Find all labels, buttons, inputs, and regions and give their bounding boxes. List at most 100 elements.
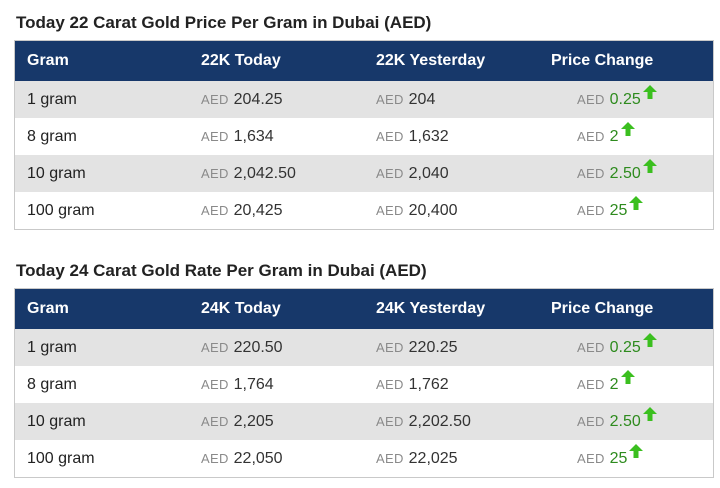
yesterday-value: 20,400 (408, 201, 458, 219)
change-value: 2.50 (609, 164, 641, 182)
table-row: 10 gram AED 2,205 AED 2,202.50 AED 2.50 (15, 403, 713, 440)
change-value: 25 (609, 201, 628, 219)
today-value: 2,205 (233, 412, 274, 430)
change-value: 2 (609, 127, 619, 145)
change-cell: AED 0.25 (551, 332, 713, 357)
today-cell: AED 1,634 (201, 128, 376, 146)
yesterday-cell: AED 220.25 (376, 339, 551, 357)
change-value: 2 (609, 375, 619, 393)
change-cell: AED 25 (551, 195, 713, 220)
today-cell: AED 22,050 (201, 450, 376, 468)
gold-22k-section: Today 22 Carat Gold Price Per Gram in Du… (14, 10, 714, 230)
currency-label: AED (376, 413, 404, 429)
yesterday-value: 1,632 (408, 127, 449, 145)
arrow-up-icon (642, 158, 657, 173)
currency-label: AED (201, 413, 229, 429)
currency-label: AED (577, 165, 605, 181)
yesterday-cell: AED 20,400 (376, 202, 551, 220)
gram-cell: 100 gram (27, 201, 95, 219)
currency-label: AED (577, 91, 605, 107)
gram-cell: 10 gram (27, 412, 86, 430)
change-cell: AED 2 (551, 121, 713, 146)
yesterday-cell: AED 1,632 (376, 128, 551, 146)
yesterday-cell: AED 22,025 (376, 450, 551, 468)
currency-label: AED (577, 339, 605, 355)
header-yesterday: 24K Yesterday (376, 300, 486, 317)
price-table-24k: Gram 24K Today 24K Yesterday Price Chang… (14, 288, 714, 478)
gram-cell: 100 gram (27, 449, 95, 467)
currency-label: AED (577, 376, 605, 392)
yesterday-cell: AED 1,762 (376, 376, 551, 394)
table-row: 1 gram AED 204.25 AED 204 AED 0.25 (15, 81, 713, 118)
change-cell: AED 25 (551, 443, 713, 468)
today-cell: AED 1,764 (201, 376, 376, 394)
arrow-up-icon (629, 443, 644, 458)
currency-label: AED (201, 450, 229, 466)
change-cell: AED 2.50 (551, 406, 713, 431)
yesterday-value: 1,762 (408, 375, 449, 393)
gram-cell: 10 gram (27, 164, 86, 182)
arrow-up-icon (642, 332, 657, 347)
yesterday-cell: AED 2,202.50 (376, 413, 551, 431)
change-value: 0.25 (609, 90, 641, 108)
table-row: 8 gram AED 1,764 AED 1,762 AED 2 (15, 366, 713, 403)
currency-label: AED (577, 202, 605, 218)
currency-label: AED (201, 165, 229, 181)
gram-cell: 1 gram (27, 90, 77, 108)
today-value: 204.25 (233, 90, 283, 108)
today-cell: AED 2,042.50 (201, 165, 376, 183)
currency-label: AED (201, 91, 229, 107)
header-gram: Gram (27, 52, 69, 69)
currency-label: AED (577, 450, 605, 466)
header-price-change: Price Change (551, 300, 654, 317)
currency-label: AED (201, 128, 229, 144)
yesterday-value: 2,202.50 (408, 412, 471, 430)
arrow-up-icon (642, 406, 657, 421)
today-cell: AED 204.25 (201, 91, 376, 109)
table-header: Gram 22K Today 22K Yesterday Price Chang… (15, 41, 713, 81)
header-today: 24K Today (201, 300, 281, 317)
change-value: 25 (609, 449, 628, 467)
table-title-22k: Today 22 Carat Gold Price Per Gram in Du… (16, 13, 432, 32)
header-today: 22K Today (201, 52, 281, 69)
gram-cell: 8 gram (27, 375, 77, 393)
gram-cell: 1 gram (27, 338, 77, 356)
currency-label: AED (201, 376, 229, 392)
change-cell: AED 0.25 (551, 84, 713, 109)
today-value: 1,764 (233, 375, 274, 393)
currency-label: AED (376, 202, 404, 218)
currency-label: AED (376, 450, 404, 466)
change-value: 0.25 (609, 338, 641, 356)
currency-label: AED (376, 128, 404, 144)
yesterday-cell: AED 204 (376, 91, 551, 109)
price-table-22k: Gram 22K Today 22K Yesterday Price Chang… (14, 40, 714, 230)
today-cell: AED 2,205 (201, 413, 376, 431)
table-row: 100 gram AED 22,050 AED 22,025 AED 25 (15, 440, 713, 477)
yesterday-value: 220.25 (408, 338, 458, 356)
yesterday-cell: AED 2,040 (376, 165, 551, 183)
yesterday-value: 22,025 (408, 449, 458, 467)
arrow-up-icon (620, 369, 635, 384)
today-value: 22,050 (233, 449, 283, 467)
currency-label: AED (376, 376, 404, 392)
today-cell: AED 20,425 (201, 202, 376, 220)
today-cell: AED 220.50 (201, 339, 376, 357)
currency-label: AED (201, 339, 229, 355)
yesterday-value: 204 (408, 90, 436, 108)
currency-label: AED (201, 202, 229, 218)
yesterday-value: 2,040 (408, 164, 449, 182)
table-header: Gram 24K Today 24K Yesterday Price Chang… (15, 289, 713, 329)
arrow-up-icon (620, 121, 635, 136)
today-value: 20,425 (233, 201, 283, 219)
gold-24k-section: Today 24 Carat Gold Rate Per Gram in Dub… (14, 258, 714, 478)
currency-label: AED (577, 128, 605, 144)
currency-label: AED (577, 413, 605, 429)
table-row: 100 gram AED 20,425 AED 20,400 AED 25 (15, 192, 713, 229)
change-value: 2.50 (609, 412, 641, 430)
header-gram: Gram (27, 300, 69, 317)
currency-label: AED (376, 91, 404, 107)
table-row: 10 gram AED 2,042.50 AED 2,040 AED 2.50 (15, 155, 713, 192)
arrow-up-icon (629, 195, 644, 210)
header-yesterday: 22K Yesterday (376, 52, 486, 69)
currency-label: AED (376, 165, 404, 181)
